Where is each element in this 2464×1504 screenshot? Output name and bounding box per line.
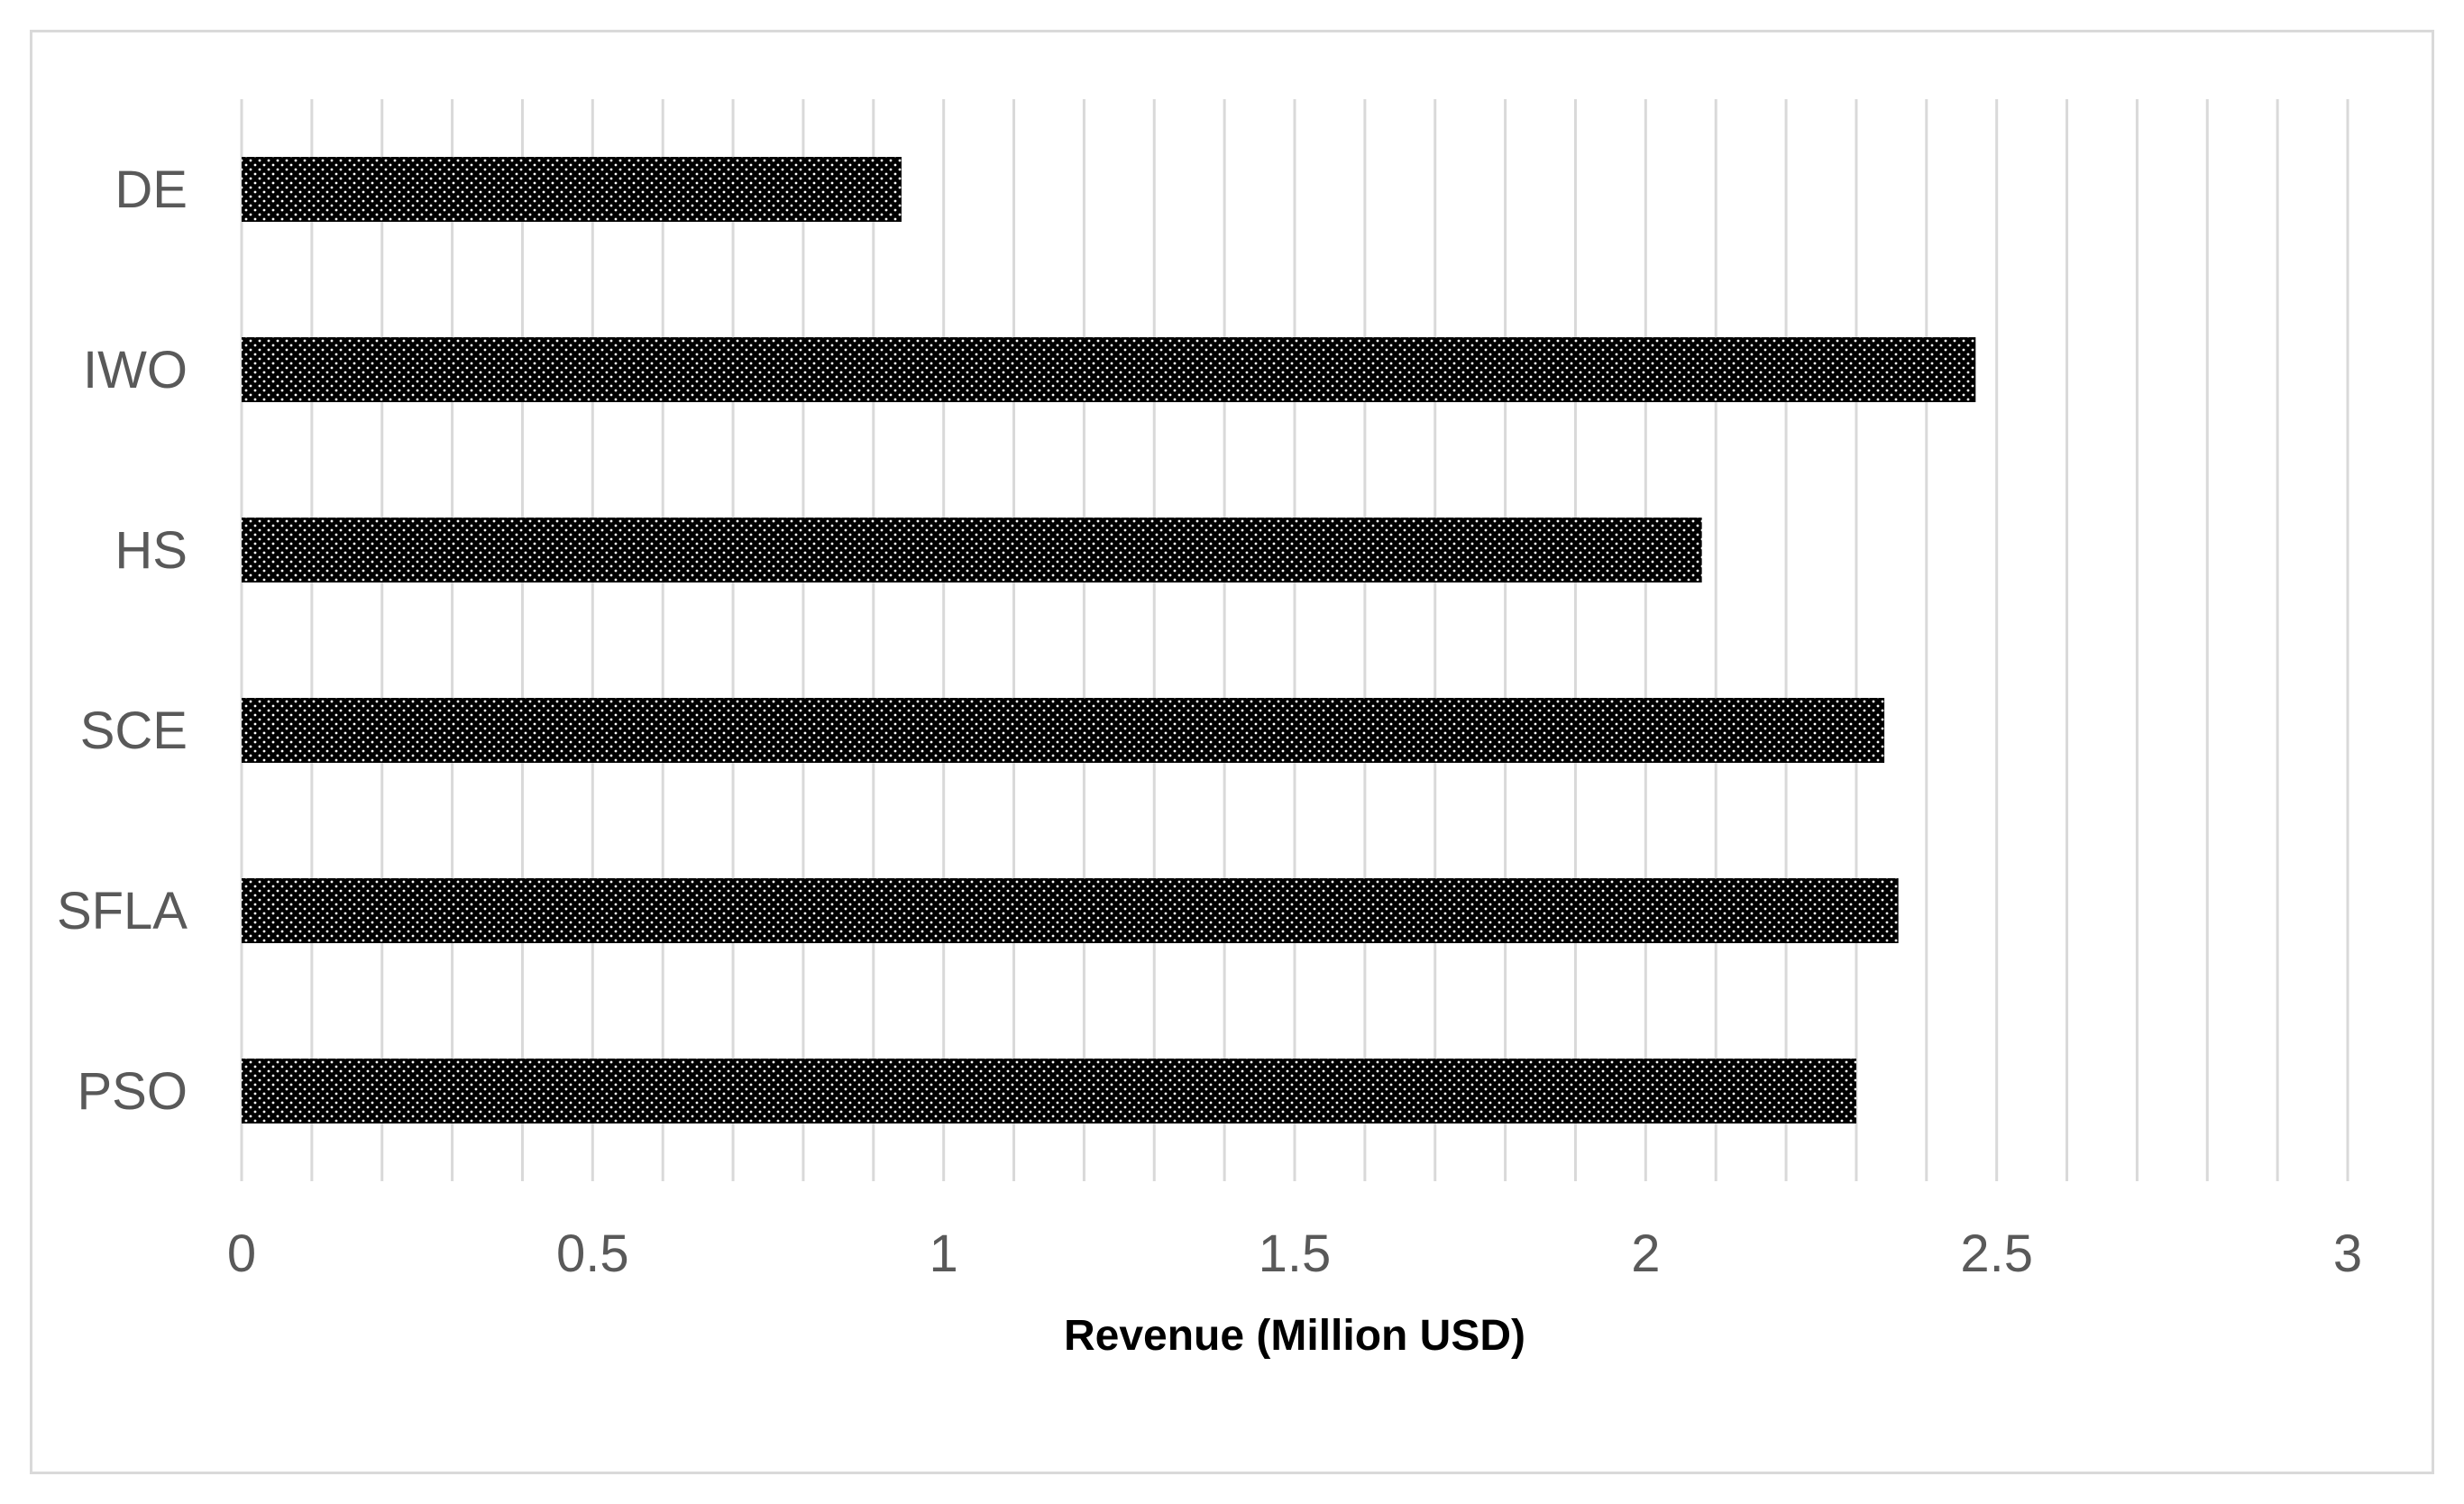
bar-hs: [242, 518, 1702, 582]
category-label-sfla: SFLA: [57, 882, 188, 940]
bar-iwo: [242, 337, 1976, 402]
bar-sfla: [242, 878, 1899, 943]
bar-pso: [242, 1059, 1856, 1123]
x-tick-label: 2.5: [1960, 1224, 2033, 1283]
x-tick-label: 1: [930, 1224, 958, 1283]
x-axis-title: Revenue (Million USD): [1064, 1312, 1525, 1360]
x-tick-label: 2: [1631, 1224, 1660, 1283]
x-tick-label: 3: [2333, 1224, 2362, 1283]
category-label-sce: SCE: [80, 702, 188, 760]
category-label-hs: HS: [114, 521, 188, 580]
gridlines: [240, 99, 2350, 1181]
x-tick-label: 0: [227, 1224, 256, 1283]
category-label-de: DE: [114, 160, 188, 219]
category-label-pso: PSO: [78, 1062, 188, 1121]
bars: [242, 157, 1976, 1123]
category-label-iwo: IWO: [83, 341, 188, 399]
category-labels: DE IWO HS SCE SFLA PSO: [57, 160, 188, 1121]
x-tick-label: 0.5: [556, 1224, 629, 1283]
bar-de: [242, 157, 902, 222]
x-tick-label: 1.5: [1259, 1224, 1332, 1283]
x-tick-labels: 0 0.5 1 1.5 2 2.5 3: [227, 1224, 2362, 1283]
bar-sce: [242, 698, 1885, 763]
